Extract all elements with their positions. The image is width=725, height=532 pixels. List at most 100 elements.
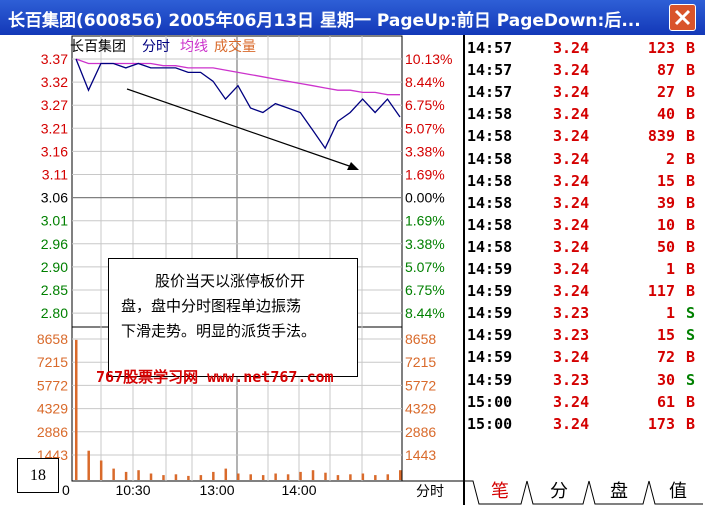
tick-row: 14:59 3.23 1 S bbox=[465, 304, 701, 326]
percent-tick: 5.07% bbox=[405, 259, 445, 275]
price-tick: 3.21 bbox=[41, 120, 68, 136]
tick-side: B bbox=[685, 237, 695, 256]
volume-bar bbox=[124, 471, 128, 480]
volume-bar bbox=[187, 475, 190, 480]
tick-time: 14:59 bbox=[467, 282, 513, 301]
price-tick: 2.80 bbox=[41, 305, 68, 321]
tick-price: 3.24 bbox=[553, 260, 590, 278]
percent-tick: 1.69% bbox=[405, 213, 445, 229]
tick-time: 15:00 bbox=[467, 414, 513, 433]
volume-bar bbox=[324, 472, 327, 480]
tick-time: 14:59 bbox=[467, 260, 513, 278]
volume-tick-right: 2886 bbox=[405, 424, 436, 440]
tick-volume: 72 bbox=[656, 348, 675, 367]
volume-bar bbox=[386, 474, 390, 480]
tick-volume: 15 bbox=[656, 326, 675, 345]
price-line bbox=[75, 58, 401, 150]
close-button[interactable] bbox=[669, 4, 696, 31]
intraday-chart[interactable]: 3.37 3.32 3.27 3.21 3.16 3.11 3.06 3.01 2.96 2.90… bbox=[0, 35, 463, 505]
tick-price: 3.24 bbox=[553, 149, 590, 168]
price-tick: 2.96 bbox=[41, 236, 68, 252]
volume-bar bbox=[162, 475, 165, 480]
tick-time: 14:58 bbox=[467, 215, 513, 234]
tick-price: 3.24 bbox=[553, 39, 590, 57]
price-tick: 3.01 bbox=[41, 213, 68, 229]
chart-svg: 3.37 3.32 3.27 3.21 3.16 3.11 3.06 3.01 2.96 2.90… bbox=[37, 35, 463, 499]
tick-side: B bbox=[685, 61, 695, 80]
tab-minutes[interactable]: 分 bbox=[550, 481, 568, 502]
tick-price: 3.24 bbox=[553, 171, 590, 190]
percent-tick: 3.38% bbox=[405, 236, 445, 252]
tick-volume: 15 bbox=[656, 171, 675, 190]
tick-row: 14:58 3.24 15 B bbox=[465, 172, 701, 194]
legend-name: 长百集团 bbox=[70, 38, 126, 54]
volume-tick-right: 7215 bbox=[405, 354, 436, 370]
price-tick: 2.85 bbox=[41, 282, 68, 298]
window-title: 长百集团(600856) 2005年06月13日 星期一 PageUp:前日 P… bbox=[8, 11, 641, 31]
tick-time: 14:58 bbox=[467, 237, 513, 256]
tick-time: 14:58 bbox=[467, 105, 513, 124]
tick-side: B bbox=[685, 348, 695, 367]
volume-bar bbox=[237, 473, 240, 480]
volume-bar bbox=[274, 473, 277, 480]
price-tick: 3.06 bbox=[41, 190, 68, 206]
tick-time: 14:57 bbox=[467, 39, 513, 57]
volume-bar bbox=[174, 474, 178, 480]
close-icon bbox=[674, 9, 691, 26]
volume-bar bbox=[336, 475, 340, 480]
stock-window: 长百集团(600856) 2005年06月13日 星期一 PageUp:前日 P… bbox=[0, 0, 705, 505]
tick-volume: 173 bbox=[647, 414, 675, 433]
tick-side: B bbox=[685, 215, 695, 234]
tick-volume: 30 bbox=[656, 370, 675, 389]
x-tick-1030: 10:30 bbox=[115, 482, 150, 498]
percent-tick: 5.07% bbox=[405, 120, 445, 136]
price-tick: 3.11 bbox=[42, 167, 68, 183]
tab-orderbook[interactable]: 盘 bbox=[610, 481, 628, 502]
tick-side: B bbox=[685, 149, 695, 168]
x-tick-1400: 14:00 bbox=[281, 482, 316, 498]
trend-arrow-head bbox=[347, 162, 359, 170]
tick-side: B bbox=[685, 193, 695, 212]
volume-tick: 5772 bbox=[37, 377, 68, 393]
volume-bar bbox=[399, 470, 402, 480]
x-tick-1300: 13:00 bbox=[199, 482, 234, 498]
volume-tick: 7215 bbox=[37, 354, 68, 370]
tick-row: 15:00 3.24 173 B bbox=[465, 415, 701, 437]
tab-trades[interactable]: 笔 bbox=[491, 481, 509, 502]
tick-row: 14:59 3.24 1 B bbox=[465, 260, 701, 282]
tick-row: 14:58 3.24 39 B bbox=[465, 194, 701, 216]
volume-bar bbox=[87, 450, 90, 480]
tick-price: 3.23 bbox=[553, 304, 590, 323]
tab-values[interactable]: 值 bbox=[669, 481, 687, 502]
tick-side: B bbox=[685, 127, 695, 146]
tick-volume: 2 bbox=[665, 149, 675, 168]
tick-row: 14:58 3.24 10 B bbox=[465, 216, 701, 238]
annotation-line-3: 下滑走势。明显的派货手法。 bbox=[121, 322, 317, 340]
price-axis: 3.37 3.32 3.27 3.21 3.16 3.11 3.06 3.01 2.96 2.90… bbox=[37, 51, 68, 463]
tick-time: 14:59 bbox=[467, 370, 513, 389]
tick-side: B bbox=[685, 83, 695, 102]
tick-row: 14:59 3.23 30 S bbox=[465, 371, 701, 393]
volume-bar bbox=[299, 471, 302, 480]
tick-list-panel[interactable]: 14:57 3.24 123 B 14:57 3.24 87 B 14:57 3.24 27 B 14:… bbox=[463, 35, 705, 505]
watermark: 767股票学习网 www.net767.com bbox=[96, 368, 334, 386]
volume-bar bbox=[212, 471, 215, 480]
tick-price: 3.23 bbox=[553, 370, 590, 389]
volume-bar bbox=[149, 473, 153, 480]
volume-bar bbox=[249, 474, 252, 480]
panel-tabs: 笔 分 盘 值 bbox=[465, 480, 705, 505]
tick-volume: 1 bbox=[665, 304, 675, 323]
tick-time: 14:57 bbox=[467, 61, 513, 80]
volume-bar bbox=[374, 475, 377, 480]
tick-side: B bbox=[685, 282, 695, 301]
annotation-box: 股价当天以涨停板价开 盘，盘中分时图程单边振荡 下滑走势。明显的派货手法。 bbox=[108, 258, 358, 377]
tick-time: 14:57 bbox=[467, 83, 513, 102]
tick-time: 15:00 bbox=[467, 392, 513, 411]
volume-tick-right: 1443 bbox=[405, 447, 436, 463]
tick-row: 14:58 3.24 839 B bbox=[465, 127, 701, 149]
title-bar[interactable]: 长百集团(600856) 2005年06月13日 星期一 PageUp:前日 P… bbox=[0, 0, 705, 35]
tick-price: 3.24 bbox=[553, 348, 590, 367]
tick-price: 3.23 bbox=[553, 326, 590, 345]
tick-side: B bbox=[685, 414, 695, 433]
tabs-outline bbox=[465, 480, 703, 505]
